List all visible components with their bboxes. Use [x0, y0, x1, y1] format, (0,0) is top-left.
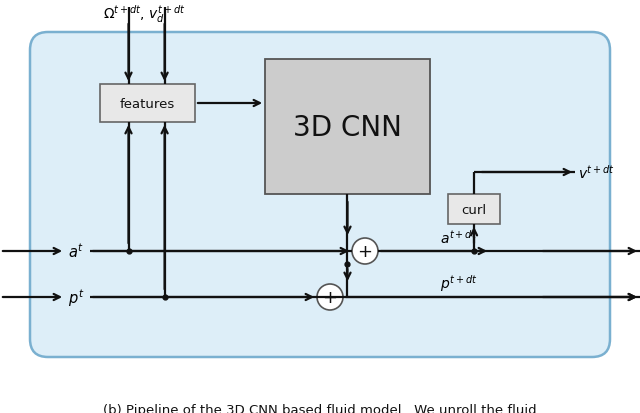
Text: $a^{t+dt}$: $a^{t+dt}$	[440, 228, 477, 246]
Circle shape	[352, 238, 378, 264]
Text: $\Omega^{t+dt}$, $v_d^{t+dt}$: $\Omega^{t+dt}$, $v_d^{t+dt}$	[103, 3, 186, 25]
Text: (b) Pipeline of the 3D CNN based fluid model.  We unroll the fluid: (b) Pipeline of the 3D CNN based fluid m…	[103, 403, 537, 413]
Text: $v^{t+dt}$: $v^{t+dt}$	[578, 164, 615, 181]
Text: +: +	[358, 242, 372, 260]
Text: features: features	[120, 97, 175, 110]
Text: $a^t$: $a^t$	[68, 242, 84, 261]
Text: 3D CNN: 3D CNN	[293, 113, 402, 141]
Text: curl: curl	[461, 203, 486, 216]
Text: +: +	[323, 288, 337, 306]
Text: $p^{t+dt}$: $p^{t+dt}$	[440, 273, 477, 294]
FancyBboxPatch shape	[265, 60, 430, 195]
FancyBboxPatch shape	[30, 33, 610, 357]
Circle shape	[317, 284, 343, 310]
FancyBboxPatch shape	[100, 85, 195, 123]
FancyBboxPatch shape	[448, 195, 500, 224]
Text: $p^t$: $p^t$	[68, 287, 84, 308]
